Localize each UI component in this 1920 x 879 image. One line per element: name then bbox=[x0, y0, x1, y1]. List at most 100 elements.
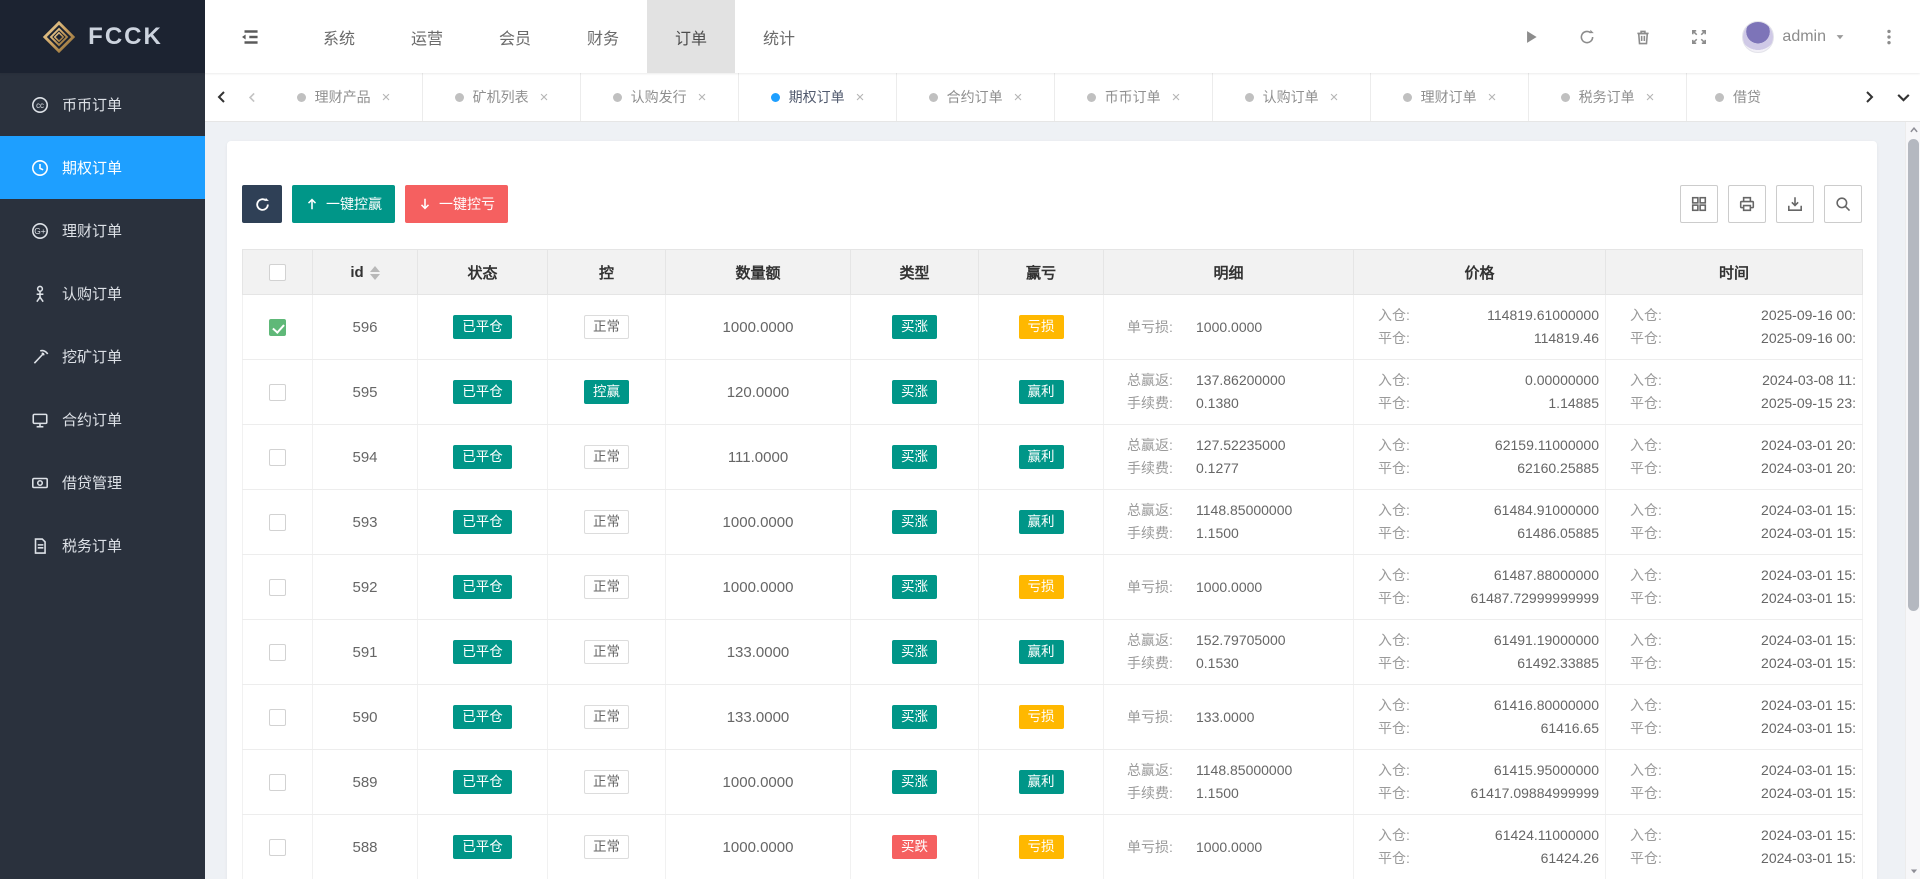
sort-icon[interactable] bbox=[369, 265, 380, 280]
tab-loan[interactable]: 借贷 bbox=[1687, 73, 1797, 121]
tab-miner-list[interactable]: 矿机列表 × bbox=[423, 73, 581, 121]
tab-close-icon[interactable]: × bbox=[697, 88, 707, 106]
tab-close-icon[interactable]: × bbox=[1329, 88, 1339, 106]
key-value-line: 入仓: 2024-03-01 15: bbox=[1620, 499, 1856, 522]
table-tool-search-button[interactable] bbox=[1824, 185, 1862, 223]
sidebar-item-option-orders[interactable]: 期权订单 bbox=[0, 136, 205, 199]
tab-wealth-products[interactable]: 理财产品 × bbox=[265, 73, 423, 121]
kv-value: 0.1530 bbox=[1196, 655, 1239, 671]
column-header-detail: 明细 bbox=[1103, 249, 1354, 295]
scroll-up-icon[interactable] bbox=[1906, 122, 1920, 138]
sidebar-item-subscribe-orders[interactable]: 认购订单 bbox=[0, 262, 205, 325]
tab-close-icon[interactable]: × bbox=[855, 88, 865, 106]
tab-dot-icon bbox=[296, 92, 306, 102]
time-cell: 入仓: 2024-03-01 15: 平仓: 2024-03-01 15: bbox=[1605, 554, 1863, 620]
tab-close-icon[interactable]: × bbox=[1171, 88, 1181, 106]
row-checkbox[interactable] bbox=[269, 448, 286, 466]
kv-label: 平仓: bbox=[1630, 525, 1662, 541]
user-name: admin bbox=[1782, 27, 1826, 45]
row-checkbox[interactable] bbox=[269, 578, 286, 596]
table-tool-print-button[interactable] bbox=[1728, 185, 1766, 223]
row-checkbox[interactable] bbox=[269, 318, 286, 336]
row-checkbox[interactable] bbox=[269, 773, 286, 791]
tabs-collapse-icon[interactable] bbox=[1886, 73, 1920, 121]
tabs-scroll-right-icon[interactable] bbox=[1852, 73, 1886, 121]
result-badge: 赢利 bbox=[1018, 640, 1064, 664]
key-value-line: 单亏损: 1000.0000 bbox=[1118, 836, 1347, 859]
tab-wealth-orders[interactable]: 理财订单 × bbox=[1371, 73, 1529, 121]
column-header-type: 类型 bbox=[850, 249, 979, 295]
control-badge: 正常 bbox=[584, 575, 629, 599]
column-header-amount: 数量额 bbox=[665, 249, 851, 295]
table-tool-columns-button[interactable] bbox=[1680, 185, 1718, 223]
column-header-label: id bbox=[350, 263, 364, 281]
status-cell: 已平仓 bbox=[417, 684, 548, 750]
scroll-down-icon[interactable] bbox=[1906, 863, 1920, 879]
kv-value: 61492.33885 bbox=[1517, 655, 1599, 671]
tab-close-icon[interactable]: × bbox=[1487, 88, 1497, 106]
sidebar-item-label: 挖矿订单 bbox=[62, 349, 123, 366]
tab-label: 税务订单 bbox=[1578, 89, 1635, 105]
row-checkbox[interactable] bbox=[269, 838, 286, 856]
tab-close-icon[interactable]: × bbox=[539, 88, 549, 106]
user-menu[interactable]: admin bbox=[1742, 20, 1846, 53]
force-lose-button[interactable]: 一键控亏 bbox=[405, 185, 508, 223]
table-row: 589 已平仓 正常 1000.0000 买涨 赢利 总赢返: 1148.85000000 手续… bbox=[242, 749, 1863, 815]
row-select-cell bbox=[242, 684, 313, 750]
detail-cell: 总赢返: 1148.85000000 手续费: 1.1500 bbox=[1103, 489, 1354, 555]
arrow-down-icon bbox=[420, 198, 430, 210]
play-icon[interactable] bbox=[1518, 24, 1544, 50]
tabs-scroll-left-secondary-icon[interactable] bbox=[239, 73, 265, 121]
tab-tax-orders[interactable]: 税务订单 × bbox=[1529, 73, 1687, 121]
kv-label: 平仓: bbox=[1630, 720, 1662, 736]
force-win-button[interactable]: 一键控赢 bbox=[292, 185, 395, 223]
sidebar-item-loan-manage[interactable]: 借贷管理 bbox=[0, 451, 205, 514]
sidebar-item-wealth-orders[interactable]: G+ 理财订单 bbox=[0, 199, 205, 262]
sidebar-item-spot-orders[interactable]: cc 币币订单 bbox=[0, 73, 205, 136]
row-checkbox[interactable] bbox=[269, 383, 286, 401]
kv-label: 手续费: bbox=[1127, 460, 1173, 476]
tab-subscribe-issue[interactable]: 认购发行 × bbox=[581, 73, 739, 121]
tab-option-orders[interactable]: 期权订单 × bbox=[739, 73, 897, 121]
kv-value: 2024-03-01 15: bbox=[1761, 655, 1856, 671]
money-bill-icon bbox=[30, 473, 49, 492]
kv-label: 入仓: bbox=[1630, 372, 1662, 388]
refresh-icon[interactable] bbox=[1574, 24, 1600, 50]
app-logo: FCCK bbox=[0, 0, 205, 73]
refresh-table-button[interactable] bbox=[242, 185, 282, 223]
kv-label: 单亏损: bbox=[1127, 578, 1173, 595]
tab-subscribe-orders[interactable]: 认购订单 × bbox=[1213, 73, 1371, 121]
trash-icon[interactable] bbox=[1630, 24, 1656, 50]
key-value-line: 入仓: 114819.61000000 bbox=[1368, 304, 1599, 327]
sidebar-item-contract-orders[interactable]: 合约订单 bbox=[0, 388, 205, 451]
topnav-item-orders[interactable]: 订单 bbox=[647, 0, 735, 73]
tab-close-icon[interactable]: × bbox=[1645, 88, 1655, 106]
topnav-item-member[interactable]: 会员 bbox=[498, 30, 531, 48]
key-value-line: 平仓: 1.14885 bbox=[1368, 392, 1599, 415]
control-badge: 正常 bbox=[584, 445, 629, 469]
column-header-status: 状态 bbox=[417, 249, 548, 295]
time-cell: 入仓: 2024-03-01 15: 平仓: 2024-03-01 15: bbox=[1605, 619, 1863, 685]
row-checkbox[interactable] bbox=[269, 643, 286, 661]
topnav-item-finance[interactable]: 财务 bbox=[586, 30, 619, 48]
row-checkbox[interactable] bbox=[269, 513, 286, 531]
amount-cell: 133.0000 bbox=[665, 619, 851, 685]
tab-close-icon[interactable]: × bbox=[1013, 88, 1023, 106]
control-badge: 正常 bbox=[584, 770, 629, 794]
scrollbar-thumb[interactable] bbox=[1908, 139, 1919, 611]
tab-close-icon[interactable]: × bbox=[381, 88, 391, 106]
topnav-item-stats[interactable]: 统计 bbox=[762, 30, 795, 48]
topnav-item-system[interactable]: 系统 bbox=[322, 30, 355, 48]
row-checkbox[interactable] bbox=[269, 708, 286, 726]
tabs-scroll-left-icon[interactable] bbox=[205, 73, 239, 121]
fullscreen-icon[interactable] bbox=[1686, 24, 1712, 50]
table-tool-export-button[interactable] bbox=[1776, 185, 1814, 223]
more-vertical-icon[interactable] bbox=[1876, 24, 1902, 50]
tab-contract-orders[interactable]: 合约订单 × bbox=[897, 73, 1055, 121]
sidebar-item-tax-orders[interactable]: 税务订单 bbox=[0, 514, 205, 577]
select-all-checkbox[interactable] bbox=[269, 263, 286, 281]
sidebar-item-mining-orders[interactable]: 挖矿订单 bbox=[0, 325, 205, 388]
collapse-sidebar-icon[interactable] bbox=[205, 0, 295, 73]
tab-spot-orders[interactable]: 币币订单 × bbox=[1055, 73, 1213, 121]
topnav-item-operate[interactable]: 运营 bbox=[410, 30, 443, 48]
